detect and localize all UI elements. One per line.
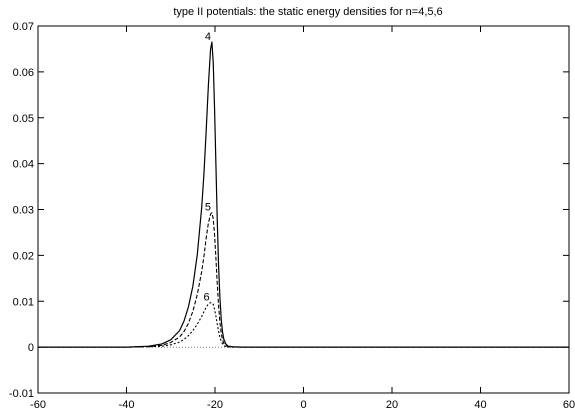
x-tick-label: -20 xyxy=(207,399,223,411)
curve-label-n4: 4 xyxy=(205,31,211,43)
y-tick-label: 0.06 xyxy=(13,67,34,79)
x-tick-label: 0 xyxy=(300,399,306,411)
y-tick-label: 0.02 xyxy=(13,250,34,262)
plot-frame xyxy=(37,25,570,394)
series-line-n4 xyxy=(38,41,569,348)
curve-label-n6: 6 xyxy=(204,292,210,304)
curve-labels: 4 5 6 xyxy=(204,31,211,304)
series-line-n6 xyxy=(38,302,569,348)
chart-title: type II potentials: the static energy de… xyxy=(173,6,442,18)
series-line-n5 xyxy=(38,212,569,348)
series-layer xyxy=(38,41,569,348)
y-tick-label: 0.01 xyxy=(13,296,34,308)
x-tick-label: 40 xyxy=(474,399,486,411)
y-tick-label: 0.04 xyxy=(13,159,34,171)
y-tick-label: 0.07 xyxy=(13,21,34,33)
y-tick-label: -0.01 xyxy=(9,388,34,400)
x-tick-label: -40 xyxy=(119,399,135,411)
x-tick-label: 60 xyxy=(563,399,575,411)
x-tick-label: -60 xyxy=(30,399,46,411)
y-tick-label: 0.03 xyxy=(13,205,34,217)
axis-ticks: -60 -40 -20 0 20 40 60 -0.01 0 0.01 0.02 0.03 0.04 0.… xyxy=(9,21,575,411)
y-tick-label: 0 xyxy=(28,342,34,354)
x-tick-label: 20 xyxy=(386,399,398,411)
y-tick-label: 0.05 xyxy=(13,113,34,125)
curve-label-n5: 5 xyxy=(205,202,211,214)
